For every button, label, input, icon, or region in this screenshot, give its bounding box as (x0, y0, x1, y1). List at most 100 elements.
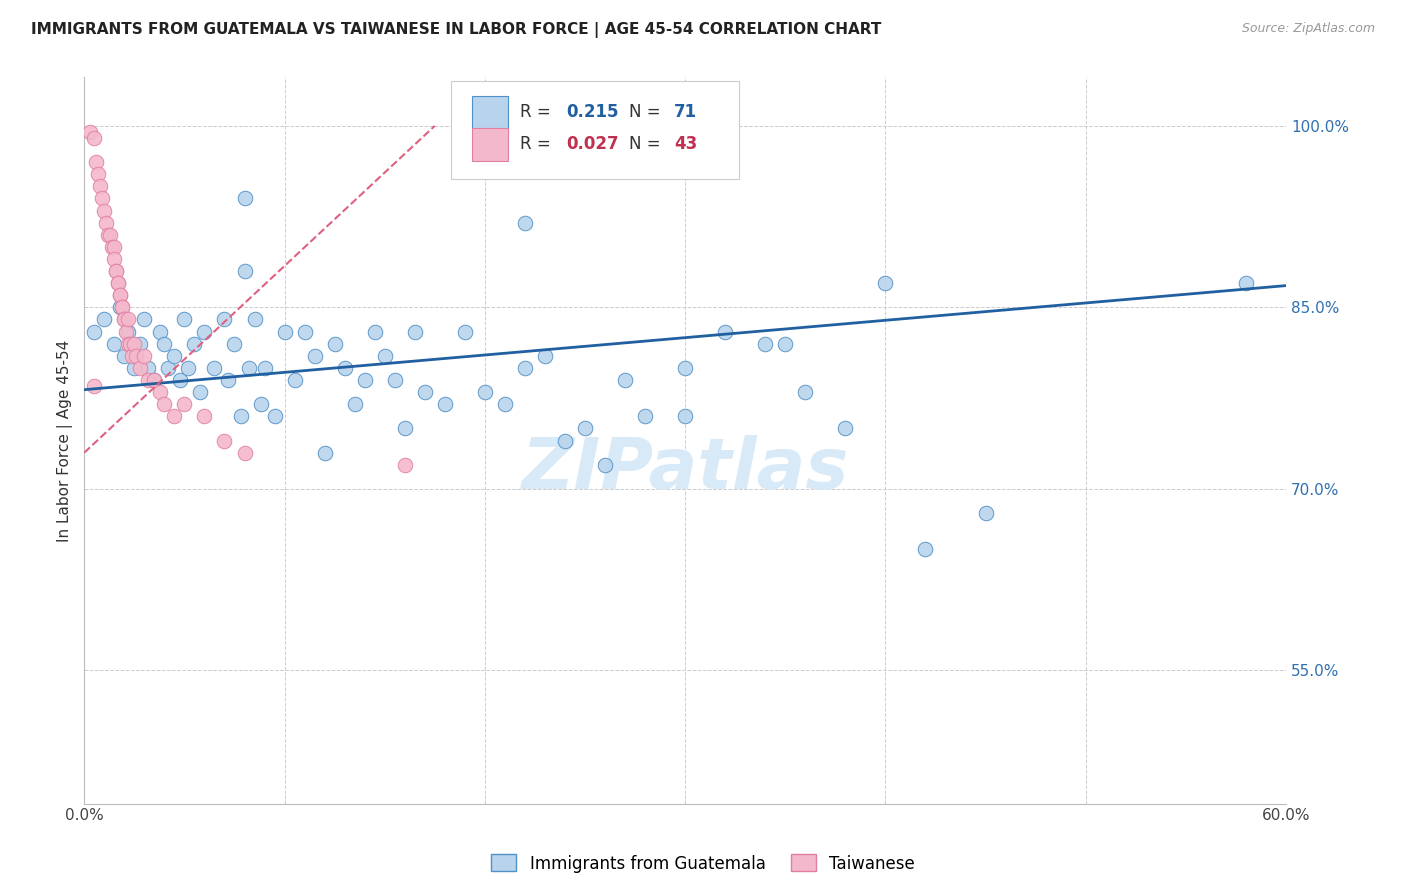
Point (554, 434, 576, 448)
FancyBboxPatch shape (451, 81, 740, 179)
Point (363, 325, 385, 339)
Point (98, 227, 121, 242)
Text: Source: ZipAtlas.com: Source: ZipAtlas.com (1241, 22, 1375, 36)
Point (157, 360, 180, 375)
Point (91, 191, 114, 205)
Point (124, 336, 146, 351)
Point (87, 167, 110, 181)
Point (394, 421, 416, 435)
Point (343, 397, 366, 411)
Text: 0.027: 0.027 (567, 136, 619, 153)
Point (93, 203, 115, 218)
Point (384, 373, 406, 387)
FancyBboxPatch shape (472, 96, 509, 129)
Point (218, 373, 240, 387)
Point (243, 312, 266, 326)
Point (433, 397, 456, 411)
Point (323, 336, 346, 351)
Point (112, 349, 135, 363)
Point (105, 264, 128, 278)
Point (974, 506, 997, 520)
Point (111, 301, 134, 315)
Point (101, 240, 124, 254)
FancyBboxPatch shape (472, 128, 509, 161)
Point (124, 360, 146, 375)
Point (107, 276, 129, 290)
Point (190, 385, 212, 400)
Point (249, 397, 271, 411)
Point (614, 373, 637, 387)
Point (149, 385, 172, 400)
Point (593, 458, 616, 472)
Point (97, 227, 120, 242)
Point (103, 240, 125, 254)
Point (294, 325, 316, 339)
Text: R =: R = (520, 136, 557, 153)
Point (875, 276, 897, 290)
Point (304, 349, 326, 363)
Point (314, 445, 336, 459)
Point (353, 373, 375, 387)
Point (83, 379, 105, 393)
Point (120, 336, 142, 351)
Legend: Immigrants from Guatemala, Taiwanese: Immigrants from Guatemala, Taiwanese (485, 847, 921, 880)
Y-axis label: In Labor Force | Age 45-54: In Labor Force | Age 45-54 (58, 339, 73, 541)
Point (112, 312, 135, 326)
Point (193, 409, 215, 424)
Point (263, 409, 285, 424)
Point (204, 360, 226, 375)
Point (96, 216, 118, 230)
Point (404, 325, 426, 339)
Point (163, 349, 186, 363)
Point (333, 360, 356, 375)
Point (714, 325, 737, 339)
Point (374, 349, 396, 363)
Point (673, 360, 696, 375)
Point (83, 131, 105, 145)
Point (513, 216, 536, 230)
Point (794, 385, 817, 400)
Text: N =: N = (628, 103, 665, 121)
Point (775, 336, 797, 351)
Point (214, 434, 236, 448)
Point (112, 312, 135, 326)
Point (163, 409, 186, 424)
Point (233, 264, 256, 278)
Text: R =: R = (520, 103, 557, 121)
Point (634, 409, 657, 424)
Point (284, 373, 307, 387)
Point (534, 349, 557, 363)
Point (79, 125, 101, 139)
Point (273, 325, 295, 339)
Point (117, 325, 139, 339)
Point (138, 360, 160, 375)
Point (494, 397, 516, 411)
Point (107, 276, 129, 290)
Point (169, 373, 191, 387)
Point (183, 336, 205, 351)
Point (125, 349, 148, 363)
Point (474, 385, 496, 400)
Point (103, 252, 125, 266)
Point (224, 336, 246, 351)
Point (229, 409, 252, 424)
Point (134, 349, 156, 363)
Point (193, 325, 215, 339)
Point (149, 325, 172, 339)
Point (173, 312, 195, 326)
Point (93, 312, 115, 326)
Point (143, 373, 166, 387)
Point (138, 373, 160, 387)
Point (89, 179, 111, 194)
Point (513, 360, 536, 375)
Text: N =: N = (628, 136, 665, 153)
Point (110, 288, 132, 302)
Point (115, 325, 138, 339)
Point (914, 542, 936, 557)
Point (117, 336, 139, 351)
Point (454, 325, 477, 339)
Point (153, 397, 176, 411)
Point (233, 191, 256, 205)
Point (105, 264, 128, 278)
Point (253, 360, 276, 375)
